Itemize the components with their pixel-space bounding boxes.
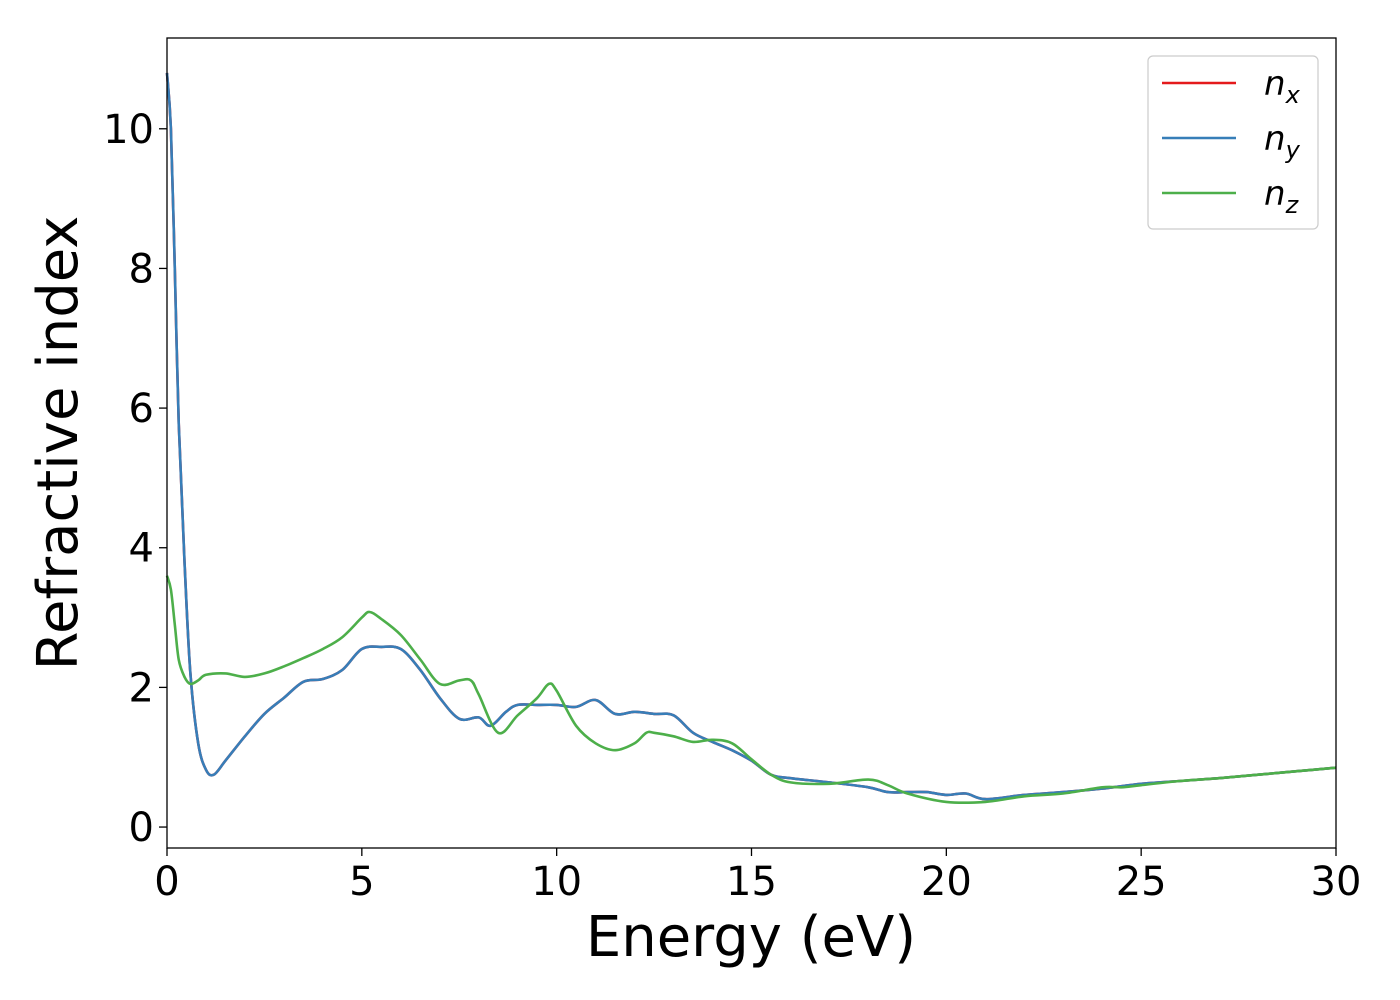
- y-tick-label: 0: [129, 805, 154, 851]
- legend-box: [1147, 55, 1319, 230]
- y-tick-label: 8: [129, 246, 154, 292]
- y-tick-label: 6: [129, 386, 154, 432]
- x-tick-label: 5: [349, 859, 374, 905]
- x-tick-label: 10: [531, 859, 582, 905]
- y-tick-label: 10: [103, 107, 154, 153]
- x-tick-label: 30: [1311, 859, 1362, 905]
- x-tick-label: 20: [921, 859, 972, 905]
- x-axis-label: Energy (eV): [586, 905, 916, 970]
- x-tick-label: 25: [1116, 859, 1167, 905]
- y-tick-label: 2: [129, 665, 154, 711]
- y-tick-label: 4: [129, 526, 154, 572]
- plot-lines: [165, 72, 1337, 805]
- y-axis-label: Refractive index: [26, 216, 91, 671]
- x-tick-label: 0: [154, 859, 179, 905]
- series-line-ny: [165, 72, 1337, 801]
- y-axis-ticks: 0 2 4 6 8 10: [103, 107, 167, 851]
- series-line-nz: [165, 575, 1337, 805]
- x-tick-label: 15: [726, 859, 777, 905]
- x-axis-ticks: 0 5 10 15 20 25 30: [154, 848, 1361, 905]
